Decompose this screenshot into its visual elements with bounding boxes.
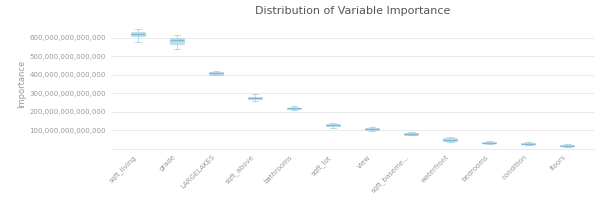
PathPatch shape [131,32,145,36]
PathPatch shape [560,145,574,146]
Title: Distribution of Variable Importance: Distribution of Variable Importance [255,6,450,16]
PathPatch shape [248,97,262,99]
PathPatch shape [521,143,535,144]
PathPatch shape [482,142,496,143]
Y-axis label: Importance: Importance [17,60,26,108]
PathPatch shape [287,108,301,109]
PathPatch shape [170,38,184,44]
PathPatch shape [326,124,340,126]
PathPatch shape [209,72,223,75]
PathPatch shape [404,133,418,135]
PathPatch shape [365,128,379,130]
PathPatch shape [443,138,457,141]
